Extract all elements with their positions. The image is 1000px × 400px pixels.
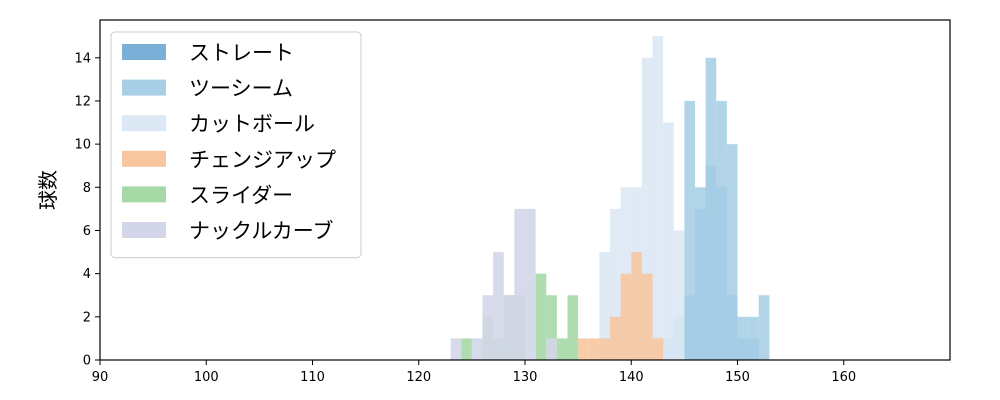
legend-label: ナックルカーブ <box>189 219 333 243</box>
legend-label: チェンジアップ <box>189 148 336 172</box>
histogram-bar <box>588 338 600 360</box>
y-tick-label: 2 <box>83 310 91 325</box>
histogram-bar <box>610 316 621 360</box>
x-axis-ticks: 90 100 110 120 130 140 150 160 <box>92 360 856 385</box>
histogram-bar <box>631 252 642 360</box>
legend-label: カットボール <box>189 112 315 136</box>
histogram-bar <box>450 338 462 360</box>
y-axis-label: 球数 <box>36 170 60 210</box>
legend-swatch <box>122 186 166 203</box>
y-tick-label: 8 <box>83 181 91 196</box>
legend-label: スライダー <box>189 183 293 207</box>
legend-swatch <box>122 222 166 238</box>
x-tick-label: 90 <box>92 370 109 385</box>
x-tick-label: 140 <box>619 370 644 385</box>
histogram-bar <box>663 122 674 360</box>
legend-frame <box>110 31 362 259</box>
histogram-bar <box>535 273 547 360</box>
histogram-bar <box>546 338 557 360</box>
y-tick-label: 14 <box>74 51 91 66</box>
histogram-bar <box>461 338 472 360</box>
histogram-bar <box>684 100 696 360</box>
histogram-bar <box>705 57 717 360</box>
histogram-bar <box>673 230 685 360</box>
histogram-bar <box>737 316 749 360</box>
histogram-bar <box>578 338 589 360</box>
bars-layer <box>450 36 770 360</box>
legend-swatch <box>122 150 166 167</box>
histogram-bar <box>716 100 727 360</box>
legend-swatch <box>122 79 166 96</box>
y-tick-label: 12 <box>74 94 91 109</box>
x-tick-label: 150 <box>725 370 750 385</box>
histogram-bar <box>546 295 557 360</box>
x-tick-label: 110 <box>300 370 325 385</box>
x-tick-label: 120 <box>406 370 431 385</box>
series-6 <box>450 208 557 360</box>
x-tick-label: 160 <box>831 370 856 385</box>
histogram-bar <box>514 208 526 360</box>
y-tick-label: 6 <box>83 224 91 239</box>
histogram-bar <box>695 187 706 360</box>
histogram-bar <box>748 316 759 360</box>
histogram-bar <box>567 295 579 360</box>
legend-label: ツーシーム <box>189 77 293 101</box>
y-tick-label: 0 <box>83 354 91 369</box>
histogram-bar <box>482 295 494 360</box>
histogram-bar <box>652 36 664 360</box>
histogram-bar <box>620 273 632 360</box>
histogram-bar <box>610 208 621 360</box>
histogram-bar <box>758 295 770 360</box>
histogram-bar <box>493 252 504 360</box>
x-tick-label: 100 <box>194 370 219 385</box>
legend-swatch <box>122 44 166 60</box>
series-4 <box>578 252 664 360</box>
histogram-bar <box>726 144 738 360</box>
histogram-bar <box>599 252 611 360</box>
legend-swatch <box>122 115 166 132</box>
histogram-bar <box>503 295 515 360</box>
y-axis-ticks: 0 2 4 6 8 10 12 14 <box>74 51 100 369</box>
histogram-bar <box>556 338 568 360</box>
y-tick-label: 10 <box>74 138 91 153</box>
histogram-bar <box>641 57 653 360</box>
histogram-bar <box>652 338 664 360</box>
histogram-bar <box>471 338 483 360</box>
histogram-bar <box>525 208 536 360</box>
legend-label: ストレート <box>189 41 294 65</box>
histogram-bar <box>641 273 653 360</box>
histogram-bar <box>599 338 611 360</box>
y-tick-label: 4 <box>83 267 91 282</box>
x-tick-label: 130 <box>513 370 538 385</box>
